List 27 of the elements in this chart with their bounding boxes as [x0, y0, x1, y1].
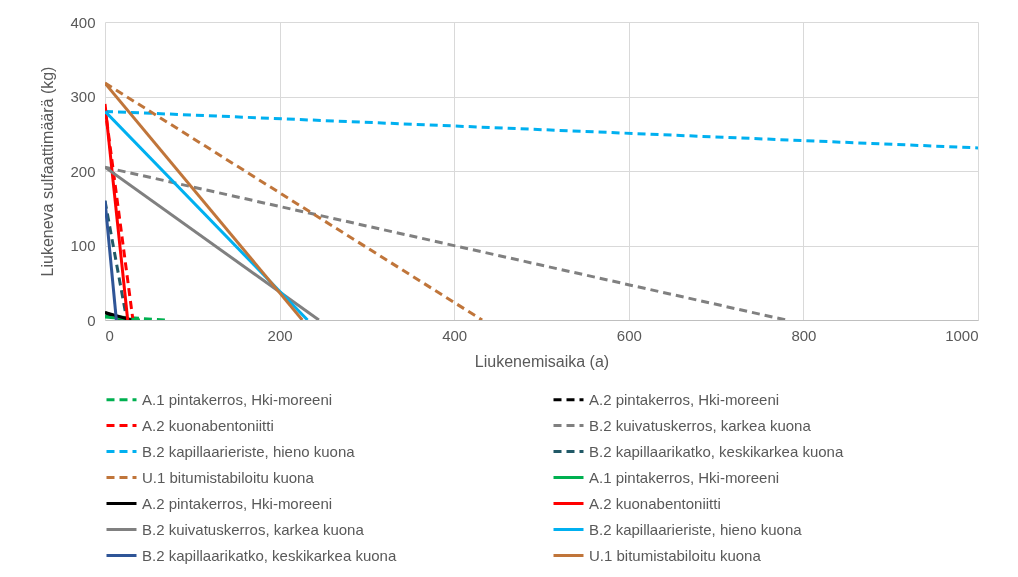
x-tick-label: 200 [267, 326, 293, 344]
y-tick-label: 200 [70, 162, 96, 180]
y-tick-label: 300 [70, 88, 96, 105]
y-axis-title: Liukeneva sulfaattimäärä (kg) [39, 66, 57, 277]
legend-label: B.2 kuivatuskerros, karkea kuona [142, 520, 365, 538]
legend-label: U.1 bitumistabiloitu kuona [589, 546, 762, 564]
x-tick-label: 0 [105, 326, 114, 344]
legend-label: A.1 pintakerros, Hki-moreeni [142, 390, 333, 408]
x-tick-label: 800 [791, 326, 817, 344]
legend-label: B.2 kuivatuskerros, karkea kuona [589, 416, 812, 434]
y-tick-label: 400 [70, 13, 96, 31]
legend-label: B.2 kapillaarikatko, keskikarkea kuona [142, 546, 397, 564]
legend-label: A.2 kuonabentoniitti [589, 494, 721, 512]
legend-label: A.1 pintakerros, Hki-moreeni [589, 468, 780, 486]
x-axis-title: Liukenemisaika (a) [474, 352, 610, 370]
legend-label: A.2 pintakerros, Hki-moreeni [589, 390, 780, 408]
legend-label: U.1 bitumistabiloitu kuona [142, 468, 315, 486]
x-tick-label: 400 [442, 326, 468, 344]
legend-label: A.2 pintakerros, Hki-moreeni [142, 494, 333, 512]
legend-label: B.2 kapillaarikatko, keskikarkea kuona [589, 442, 844, 460]
legend-label: A.2 kuonabentoniitti [142, 416, 274, 434]
y-tick-label: 0 [87, 311, 96, 329]
legend-label: B.2 kapillaarieriste, hieno kuona [589, 520, 803, 538]
x-tick-label: 1000 [945, 326, 979, 344]
x-tick-label: 600 [616, 326, 642, 344]
legend-label: B.2 kapillaarieriste, hieno kuona [142, 442, 356, 460]
y-tick-label: 100 [70, 237, 96, 254]
